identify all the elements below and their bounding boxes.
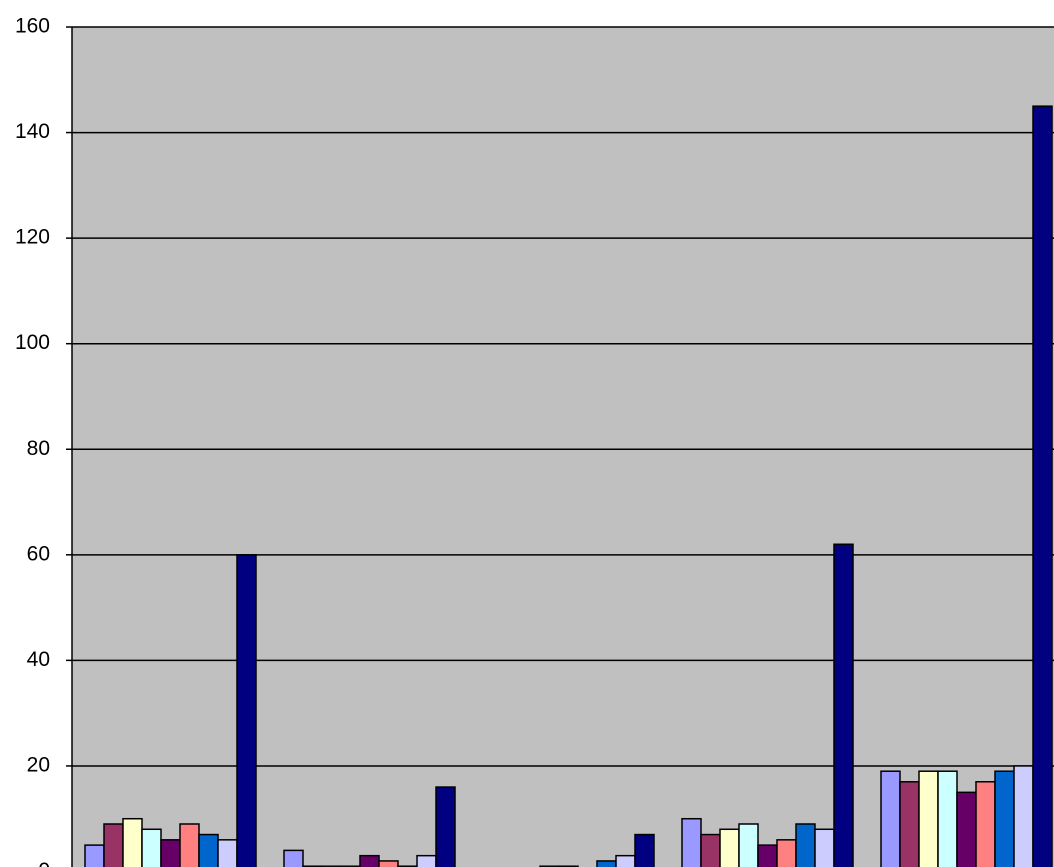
bar (103, 823, 124, 867)
y-tick-label: 100 (15, 331, 50, 354)
bar (634, 833, 655, 867)
y-tick-label: 60 (27, 542, 50, 565)
bar (198, 833, 219, 867)
bar (681, 817, 702, 867)
bar (217, 839, 238, 867)
bar (994, 770, 1015, 867)
bar (141, 828, 162, 867)
bar (975, 781, 996, 867)
bar (416, 854, 437, 867)
y-tick-label: 120 (15, 226, 50, 249)
bar (833, 543, 854, 867)
y-tick-label: 0 (38, 859, 50, 867)
y-tick-label: 20 (27, 753, 50, 776)
bar (1032, 105, 1053, 867)
y-tick-label: 80 (27, 437, 50, 460)
bar (1013, 765, 1034, 867)
bar (435, 786, 456, 867)
bar (122, 817, 143, 867)
bar (814, 828, 835, 867)
bar (84, 844, 105, 867)
bar (378, 860, 399, 867)
bar (179, 823, 200, 867)
bar (283, 849, 304, 867)
bar (700, 833, 721, 867)
y-tick-label: 40 (27, 648, 50, 671)
bar (757, 844, 778, 867)
y-tick-label: 140 (15, 120, 50, 143)
bar (937, 770, 958, 867)
bar (880, 770, 901, 867)
bar (918, 770, 939, 867)
y-tick-label: 160 (15, 15, 50, 38)
bar (719, 828, 740, 867)
bar (738, 823, 759, 867)
bar (160, 839, 181, 867)
bar (615, 854, 636, 867)
bar (236, 554, 257, 867)
bar (795, 823, 816, 867)
plot-area (72, 27, 1054, 867)
bar (776, 839, 797, 867)
bar (899, 781, 920, 867)
bar (596, 860, 617, 867)
bar (359, 854, 380, 867)
bar (956, 791, 977, 867)
